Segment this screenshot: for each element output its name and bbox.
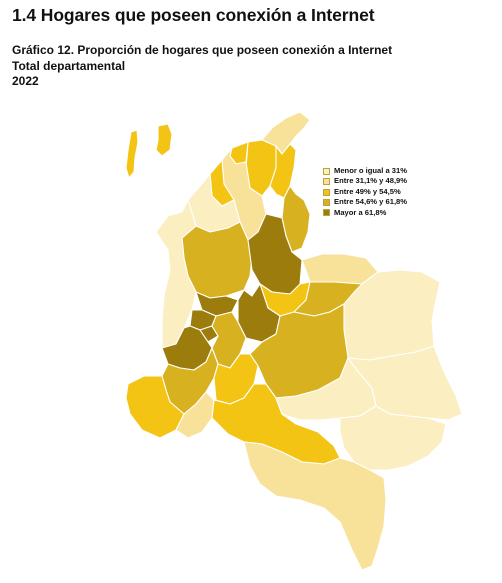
region-amazonas <box>243 441 387 571</box>
region-choco <box>155 199 197 349</box>
legend-swatch-1 <box>323 167 330 175</box>
legend-swatch-5 <box>323 209 330 217</box>
chart-title: Gráfico 12. Proporción de hogares que po… <box>12 43 393 57</box>
region-providencia <box>155 123 173 157</box>
chart-heading: Gráfico 12. Proporción de hogares que po… <box>12 43 392 90</box>
region-guainia <box>347 345 463 421</box>
legend-label-2: Entre 31,1% y 48,9% <box>334 176 408 186</box>
legend-swatch-3 <box>323 188 330 196</box>
region-san-andres <box>125 129 139 179</box>
chart-year: 2022 <box>12 74 39 88</box>
legend-label-3: Entre 49% y 54,5% <box>334 186 401 196</box>
legend-swatch-2 <box>323 178 330 186</box>
legend-item-4: Entre 54,6% y 61,8% <box>323 197 407 207</box>
chart-subtitle: Total departamental <box>12 58 126 73</box>
region-arauca <box>301 253 379 285</box>
map-legend: Menor o igual a 31% Entre 31,1% y 48,9% … <box>323 166 407 218</box>
legend-label-4: Entre 54,6% y 61,8% <box>334 197 408 207</box>
legend-swatch-4 <box>323 198 330 206</box>
region-vaupes <box>339 405 447 471</box>
legend-item-2: Entre 31,1% y 48,9% <box>323 176 407 186</box>
legend-item-3: Entre 49% y 54,5% <box>323 187 407 197</box>
legend-item-5: Mayor a 61,8% <box>323 208 407 218</box>
legend-label-1: Menor o igual a 31% <box>334 166 408 175</box>
legend-item-1: Menor o igual a 31% <box>323 166 407 176</box>
legend-label-5: Mayor a 61,8% <box>334 207 387 217</box>
section-title: 1.4 Hogares que poseen conexión a Intern… <box>12 5 375 25</box>
